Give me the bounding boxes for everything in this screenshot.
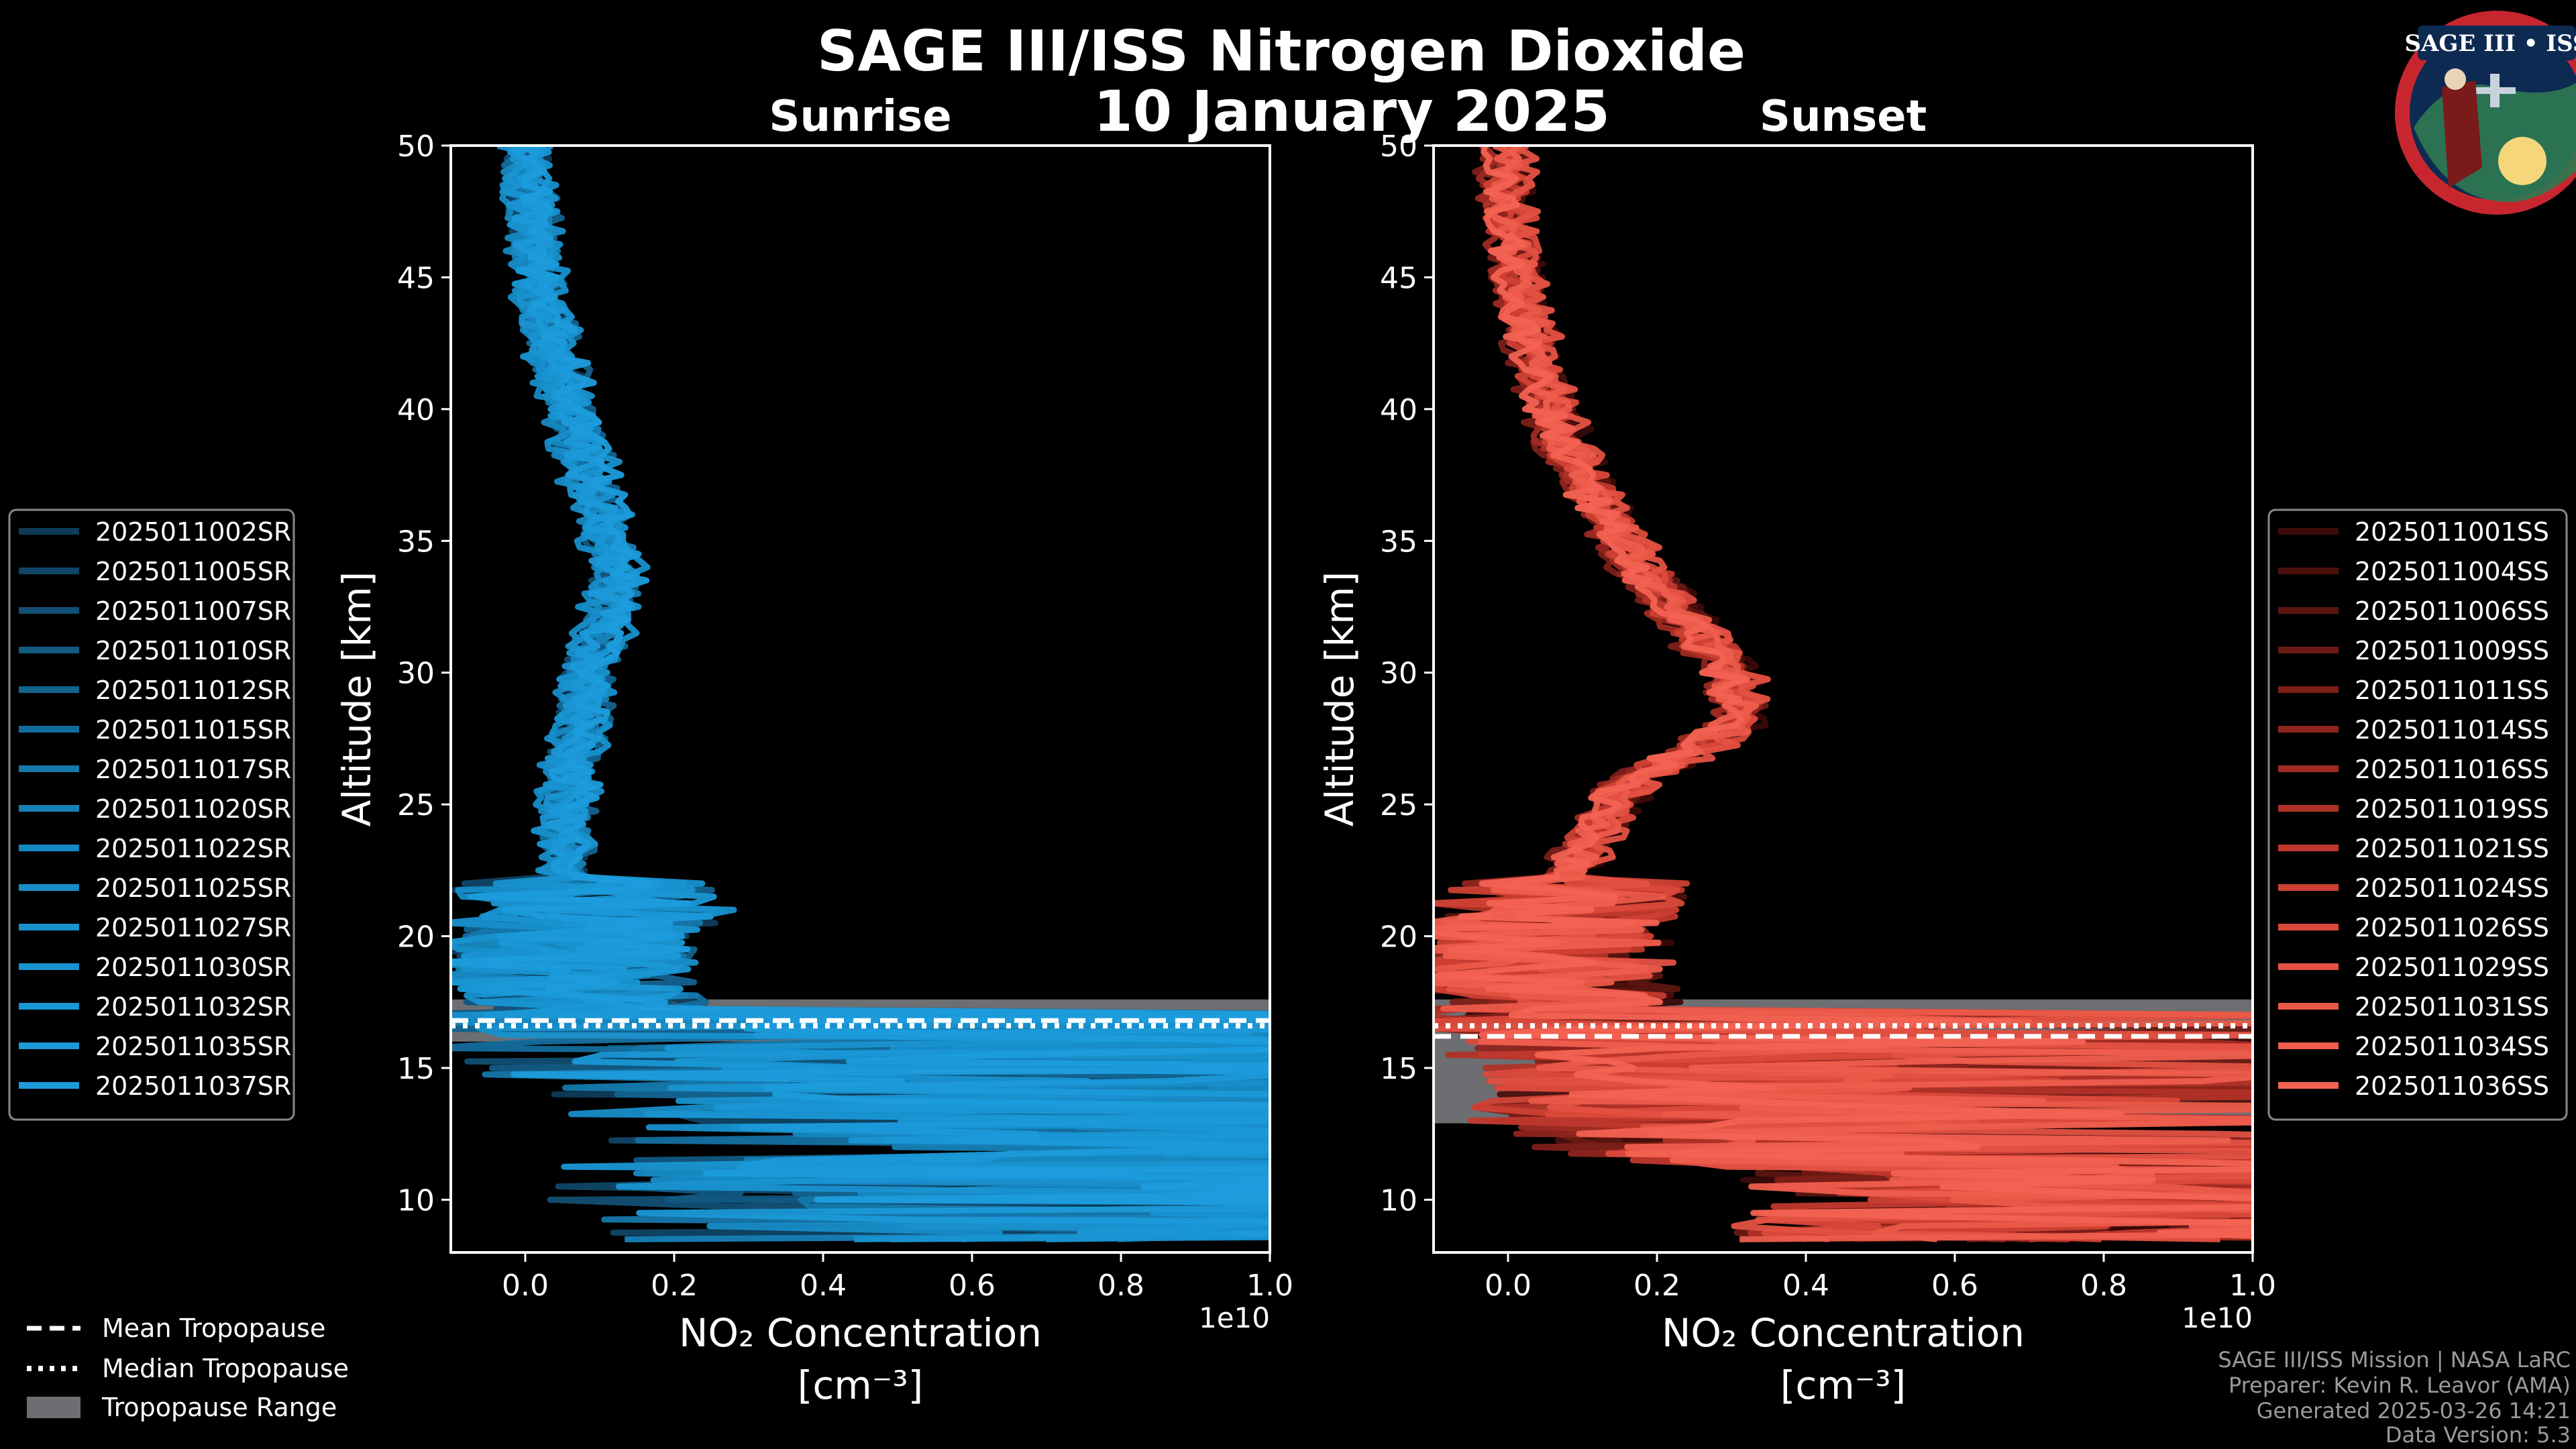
y-tick-label: 10 bbox=[1380, 1183, 1417, 1218]
profile-2025011032SR bbox=[451, 146, 1270, 1238]
y-tick-label: 50 bbox=[397, 129, 435, 164]
legend-label: 2025011029SS bbox=[2355, 953, 2549, 982]
plot-content bbox=[1434, 146, 2253, 1242]
y-tick-label: 15 bbox=[397, 1052, 435, 1086]
profile-2025011037SR bbox=[451, 146, 1270, 1205]
figure-title: SAGE III/ISS Nitrogen Dioxide bbox=[817, 18, 1746, 84]
figure-date: 10 January 2025 bbox=[1093, 78, 1610, 144]
x-tick-label: 0.0 bbox=[1485, 1269, 1532, 1303]
credit-preparer: Preparer: Kevin R. Leavor (AMA) bbox=[2229, 1373, 2571, 1398]
x-tick-label: 0.0 bbox=[502, 1269, 549, 1303]
y-tick-label: 50 bbox=[1380, 129, 1417, 164]
y-tick-label: 45 bbox=[397, 261, 435, 295]
profile-2025011036SS bbox=[1434, 146, 2253, 1239]
legend-label: 2025011019SS bbox=[2355, 794, 2549, 824]
legend-label: 2025011006SS bbox=[2355, 596, 2549, 626]
logo-text: SAGE III • ISS bbox=[2404, 30, 2576, 57]
sunrise-legend: 2025011002SR 2025011005SR 2025011007SR 2025… bbox=[8, 508, 295, 1121]
legend-box bbox=[2267, 508, 2568, 1121]
y-tick-label: 30 bbox=[1380, 657, 1417, 691]
legend-label: 2025011010SR bbox=[95, 636, 291, 665]
x-axis-label: NO₂ Concentration bbox=[679, 1310, 1042, 1356]
x-tick-label: 0.4 bbox=[1782, 1269, 1829, 1303]
x-tick-label: 1.0 bbox=[2229, 1269, 2276, 1303]
legend-label: 2025011026SS bbox=[2355, 913, 2549, 943]
legend-label: 2025011002SR bbox=[95, 517, 291, 547]
legend-label: 2025011025SR bbox=[95, 873, 291, 903]
median-tropopause-label: Median Tropopause bbox=[102, 1354, 349, 1383]
x-scale-label: 1e10 bbox=[2182, 1301, 2253, 1334]
legend-label: 2025011035SR bbox=[95, 1032, 291, 1061]
credits: SAGE III/ISS Mission | NASA LaRC Prepare… bbox=[2218, 1347, 2571, 1448]
legend-label: 2025011015SR bbox=[95, 715, 291, 745]
x-axis-unit: [cm⁻³] bbox=[798, 1362, 924, 1408]
y-tick-label: 35 bbox=[1380, 525, 1417, 559]
legend-label: 2025011021SS bbox=[2355, 834, 2549, 863]
mean-tropopause-label: Mean Tropopause bbox=[102, 1313, 325, 1343]
panel-title: Sunrise bbox=[769, 92, 951, 142]
x-tick-label: 0.2 bbox=[1633, 1269, 1680, 1303]
x-tick-label: 0.4 bbox=[800, 1269, 847, 1303]
x-tick-label: 0.6 bbox=[949, 1269, 996, 1303]
sunset-legend: 2025011001SS 2025011004SS 2025011006SS 2025… bbox=[2267, 508, 2568, 1121]
legend-label: 2025011011SS bbox=[2355, 676, 2549, 705]
x-tick-label: 0.8 bbox=[2080, 1269, 2127, 1303]
x-tick-label: 0.6 bbox=[1931, 1269, 1978, 1303]
x-tick-label: 1.0 bbox=[1246, 1269, 1293, 1303]
legend-label: 2025011037SR bbox=[95, 1071, 291, 1101]
legend-box bbox=[8, 508, 295, 1121]
legend-label: 2025011004SS bbox=[2355, 557, 2549, 586]
legend-label: 2025011020SR bbox=[95, 794, 291, 824]
x-axis-unit: [cm⁻³] bbox=[1780, 1362, 1907, 1408]
axes-frame bbox=[449, 144, 1271, 1254]
legend-label: 2025011009SS bbox=[2355, 636, 2549, 665]
y-tick-label: 20 bbox=[397, 920, 435, 955]
y-tick-label: 10 bbox=[397, 1183, 435, 1218]
y-tick-label: 30 bbox=[397, 657, 435, 691]
sunset-panel: 0.0 0.2 0.4 0.6 0.8 1.0 10 15 20 25 30 35 40 45 50 1e10… bbox=[1317, 92, 2276, 1408]
y-axis-label: Altitude [km] bbox=[334, 572, 380, 826]
legend-label: 2025011031SS bbox=[2355, 992, 2549, 1022]
y-tick-label: 20 bbox=[1380, 920, 1417, 955]
tropopause-range-label: Tropopause Range bbox=[101, 1393, 337, 1422]
legend-label: 2025011016SS bbox=[2355, 755, 2549, 784]
legend-label: 2025011027SR bbox=[95, 913, 291, 943]
legend-label: 2025011034SS bbox=[2355, 1032, 2549, 1061]
legend-label: 2025011017SR bbox=[95, 755, 291, 784]
plot-content bbox=[451, 146, 1270, 1242]
panel-title: Sunset bbox=[1760, 92, 1927, 142]
credit-version: Data Version: 5.3 bbox=[2385, 1422, 2571, 1448]
y-tick-label: 25 bbox=[1380, 788, 1417, 822]
x-tick-label: 0.8 bbox=[1097, 1269, 1144, 1303]
y-tick-label: 35 bbox=[397, 525, 435, 559]
credit-mission: SAGE III/ISS Mission | NASA LaRC bbox=[2218, 1347, 2571, 1373]
legend-label: 2025011030SR bbox=[95, 953, 291, 982]
legend-label: 2025011014SS bbox=[2355, 715, 2549, 745]
legend-label: 2025011001SS bbox=[2355, 517, 2549, 547]
legend-label: 2025011007SR bbox=[95, 596, 291, 626]
x-scale-label: 1e10 bbox=[1199, 1301, 1270, 1334]
tropopause-legend: Mean Tropopause Median Tropopause Tropop… bbox=[27, 1313, 349, 1422]
axes-frame bbox=[1432, 144, 2254, 1254]
legend-label: 2025011005SR bbox=[95, 557, 291, 586]
y-tick-label: 40 bbox=[397, 393, 435, 427]
x-tick-label: 0.2 bbox=[651, 1269, 698, 1303]
y-axis-label: Altitude [km] bbox=[1317, 572, 1362, 826]
legend-label: 2025011024SS bbox=[2355, 873, 2549, 903]
credit-generated: Generated 2025-03-26 14:21 bbox=[2257, 1398, 2571, 1424]
y-tick-label: 25 bbox=[397, 788, 435, 822]
tropopause-range-swatch bbox=[27, 1397, 80, 1418]
legend-label: 2025011022SR bbox=[95, 834, 291, 863]
x-axis-label: NO₂ Concentration bbox=[1662, 1310, 2025, 1356]
sage-iss-logo: SAGE III • ISS bbox=[2395, 11, 2576, 215]
sunrise-panel: 0.0 0.2 0.4 0.6 0.8 1.0 10 15 20 25 30 35 40 45 50 1e10… bbox=[334, 92, 1293, 1408]
legend-label: 2025011036SS bbox=[2355, 1071, 2549, 1101]
profile-2025011029SS bbox=[1434, 146, 2253, 1242]
legend-label: 2025011012SR bbox=[95, 676, 291, 705]
y-tick-label: 45 bbox=[1380, 261, 1417, 295]
y-tick-label: 15 bbox=[1380, 1052, 1417, 1086]
y-tick-label: 40 bbox=[1380, 393, 1417, 427]
legend-label: 2025011032SR bbox=[95, 992, 291, 1022]
